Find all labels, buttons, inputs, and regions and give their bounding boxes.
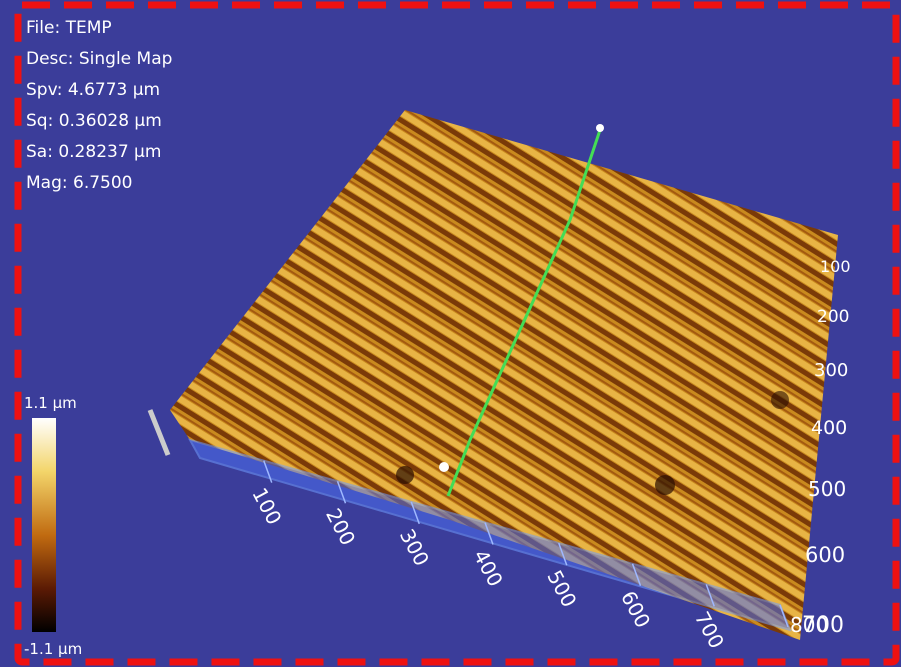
info-line: Sq: 0.36028 µm — [26, 111, 162, 131]
colorbar-min: -1.1 µm — [24, 640, 82, 658]
colorbar — [32, 418, 56, 632]
side-axis-label: 300 — [814, 360, 848, 381]
profile-end — [596, 124, 604, 132]
pit — [396, 466, 414, 484]
info-line: Mag: 6.7500 — [26, 173, 133, 193]
surface-view: 100200300400500600700800 100200300400500… — [0, 0, 901, 667]
side-axis-label: 500 — [808, 477, 846, 501]
info-line: Sa: 0.28237 µm — [26, 142, 161, 162]
side-axis-label: 700 — [802, 613, 844, 638]
side-axis-label: 400 — [811, 417, 847, 439]
page: 100200300400500600700800 100200300400500… — [0, 0, 901, 667]
colorbar-max: 1.1 µm — [24, 394, 77, 412]
side-axis-label: 100 — [820, 257, 851, 276]
info-line: Spv: 4.6773 µm — [26, 80, 160, 100]
info-line: Desc: Single Map — [26, 49, 172, 69]
pit — [655, 475, 675, 495]
side-axis-label: 600 — [805, 543, 845, 567]
side-axis-label: 200 — [817, 307, 849, 327]
pit — [771, 391, 789, 409]
profile-end — [439, 462, 449, 472]
info-line: File: TEMP — [26, 18, 112, 38]
